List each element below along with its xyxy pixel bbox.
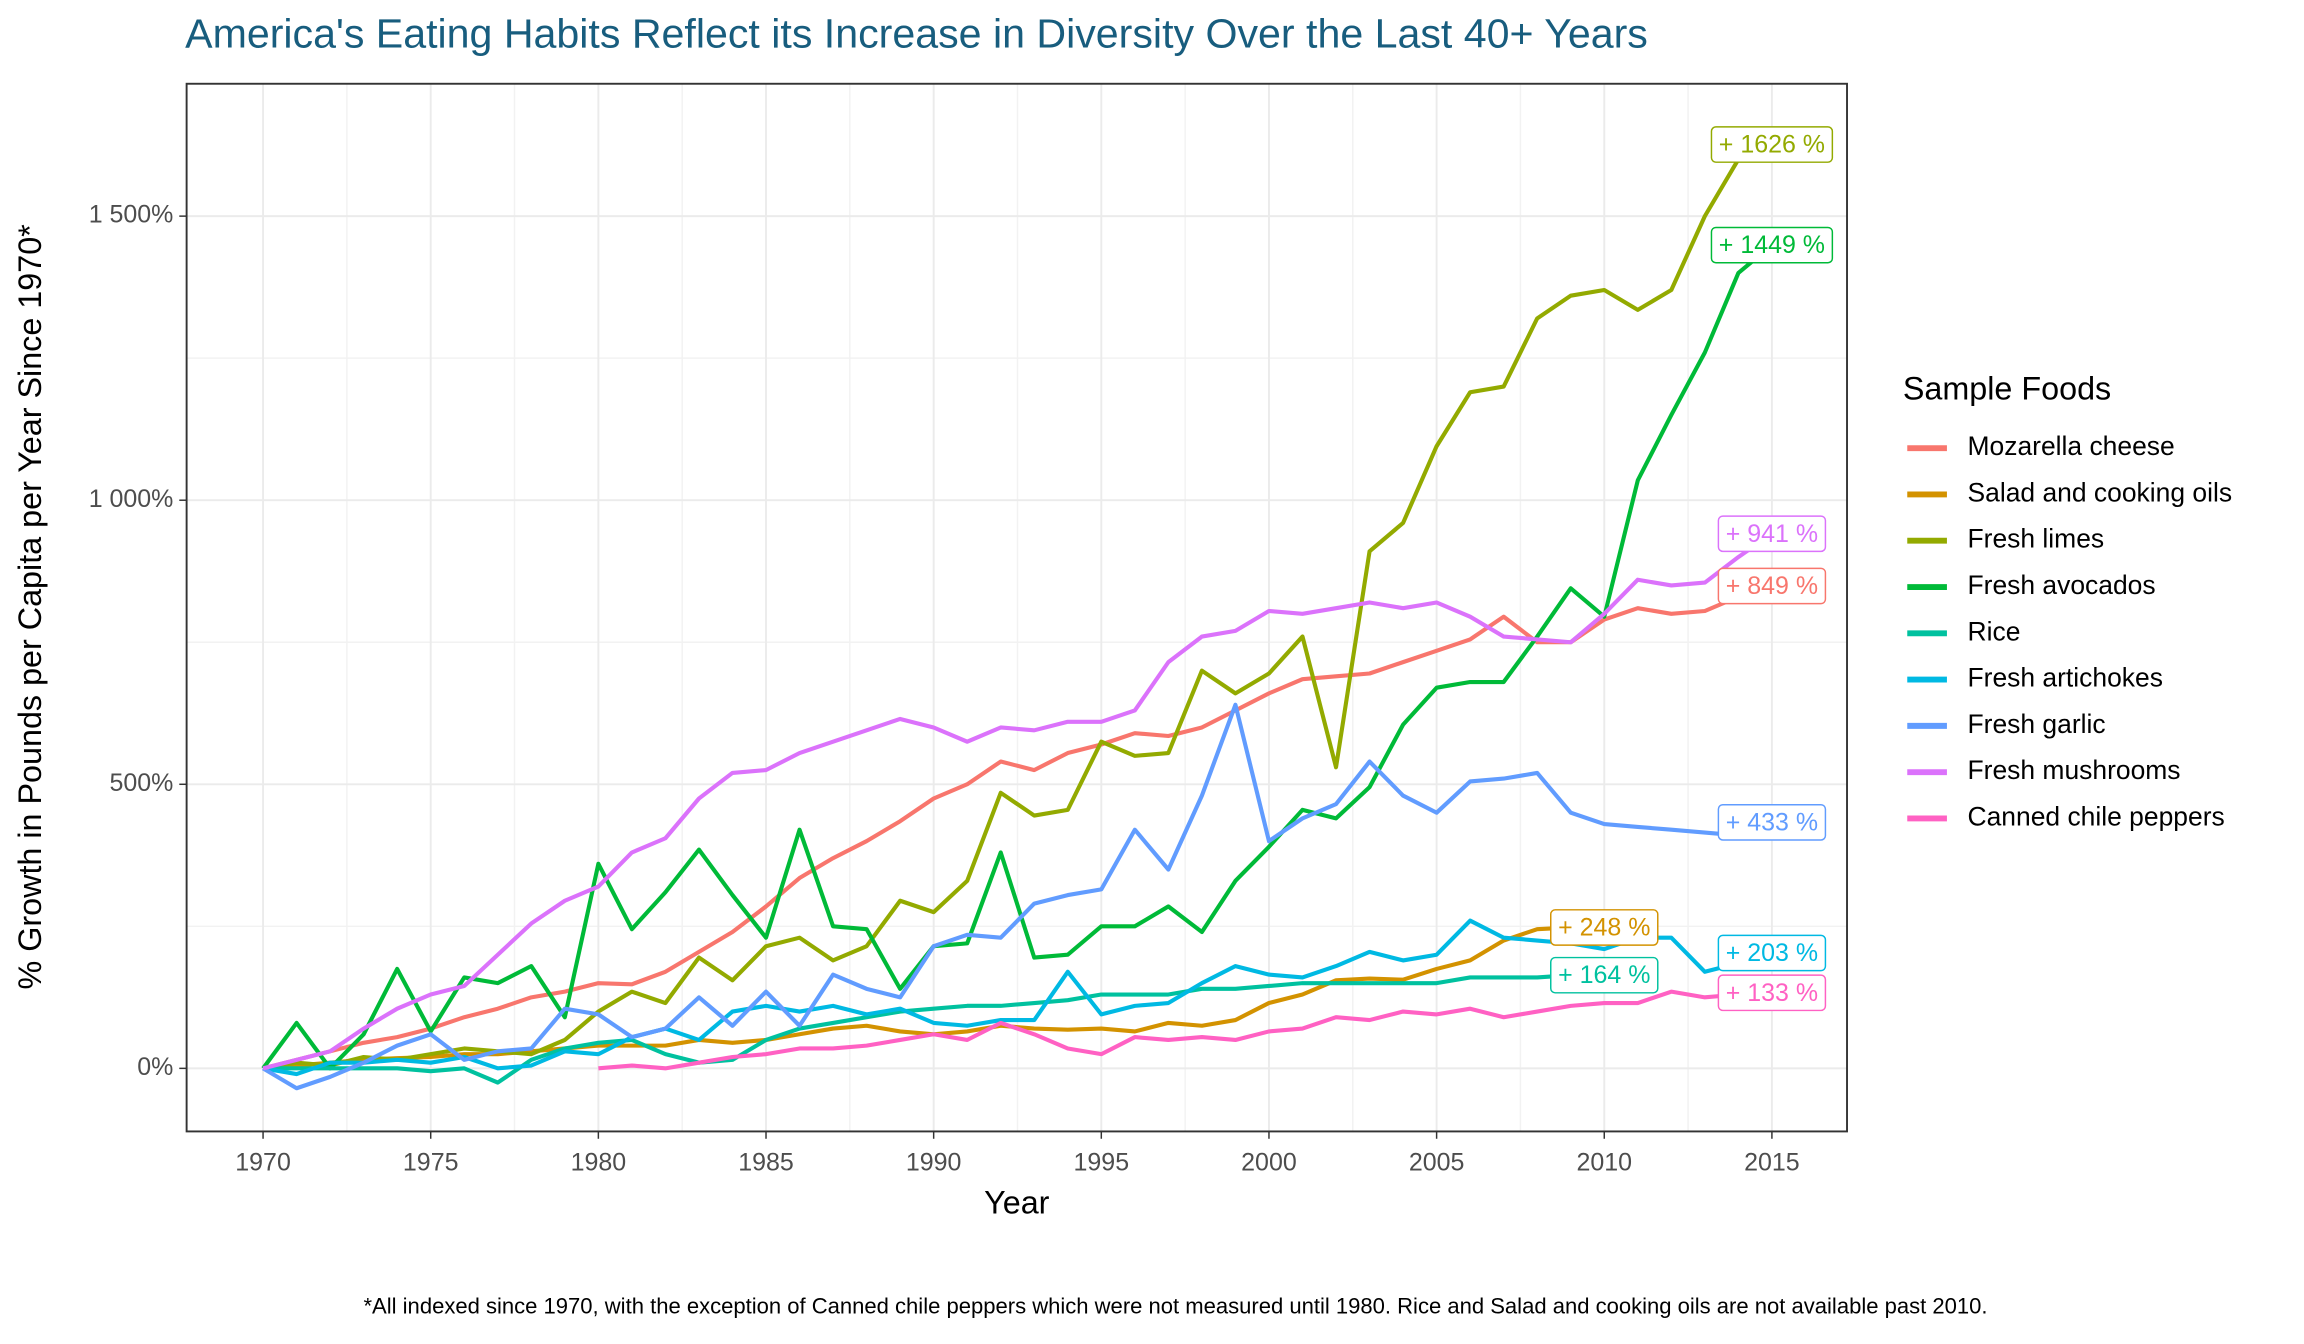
footnote: *All indexed since 1970, with the except…	[364, 1294, 1988, 1319]
end-label-text: + 133 %	[1726, 979, 1818, 1007]
end-label: + 248 %	[1550, 909, 1659, 946]
x-tick-label: 1975	[403, 1148, 459, 1176]
legend-label: Fresh mushrooms	[1968, 755, 2181, 785]
series-line	[262, 584, 1773, 1071]
end-label: + 849 %	[1717, 567, 1827, 605]
plot-border	[185, 82, 1848, 1133]
end-label-box	[1717, 974, 1827, 1012]
end-label-text: + 941 %	[1726, 520, 1818, 548]
series-line	[261, 243, 1774, 1071]
x-tick-label: 1970	[235, 1148, 291, 1176]
series-line	[262, 142, 1773, 1071]
end-label-text: + 1449 %	[1719, 231, 1825, 259]
end-label-text: + 849 %	[1726, 572, 1818, 600]
legend-title: Sample Foods	[1903, 370, 2111, 406]
end-label: + 1449 %	[1710, 226, 1834, 264]
legend-label: Canned chile peppers	[1968, 801, 2225, 831]
legend-label: Fresh limes	[1968, 524, 2105, 554]
end-label: + 433 %	[1717, 803, 1827, 841]
y-tick-label: 1 000%	[89, 485, 174, 513]
y-tick-label: 500%	[110, 769, 174, 797]
chart-title: America's Eating Habits Reflect its Incr…	[185, 11, 1648, 57]
end-label-box	[1717, 803, 1827, 841]
y-axis-label: % Growth in Pounds per Capita per Year S…	[12, 224, 48, 990]
legend-label: Fresh artichokes	[1968, 663, 2163, 693]
x-tick-label: 2015	[1744, 1148, 1800, 1176]
end-label-box	[1717, 567, 1827, 605]
legend-label: Fresh avocados	[1968, 570, 2156, 600]
x-tick-label: 2005	[1409, 1148, 1465, 1176]
series-line	[262, 702, 1773, 1091]
x-tick-label: 2010	[1576, 1148, 1632, 1176]
end-label-box	[1710, 226, 1834, 264]
legend-label: Fresh garlic	[1968, 709, 2106, 739]
legend-label: Mozarella cheese	[1968, 431, 2175, 461]
x-tick-label: 2000	[1241, 1148, 1297, 1176]
series-line	[598, 989, 1773, 1071]
end-label-box	[1717, 515, 1827, 553]
end-label-box	[1717, 934, 1827, 972]
end-label: + 1626 %	[1710, 126, 1834, 163]
series-line	[262, 918, 1773, 1077]
end-label: + 133 %	[1717, 974, 1827, 1012]
x-axis-label: Year	[984, 1184, 1050, 1220]
end-label: + 203 %	[1717, 934, 1827, 972]
end-label-text: + 433 %	[1726, 808, 1818, 836]
end-label: + 941 %	[1717, 515, 1827, 553]
end-label-box	[1550, 909, 1659, 946]
y-tick-label: 0%	[137, 1053, 173, 1081]
end-label-text: + 203 %	[1726, 939, 1818, 967]
x-tick-label: 1990	[906, 1148, 962, 1176]
x-tick-label: 1985	[738, 1148, 794, 1176]
end-label-box	[1550, 956, 1659, 994]
end-label-text: + 248 %	[1558, 914, 1650, 942]
legend-label: Salad and cooking oils	[1968, 477, 2233, 507]
end-label-text: + 164 %	[1558, 961, 1650, 989]
series-line	[262, 532, 1774, 1071]
x-tick-label: 1995	[1074, 1148, 1130, 1176]
end-label-box	[1710, 126, 1834, 163]
legend-label: Rice	[1968, 616, 2021, 646]
y-tick-label: 1 500%	[89, 201, 174, 229]
x-tick-label: 1980	[571, 1148, 627, 1176]
end-label: + 164 %	[1550, 956, 1659, 994]
end-label-text: + 1626 %	[1719, 131, 1825, 159]
series-line	[263, 973, 1605, 1085]
